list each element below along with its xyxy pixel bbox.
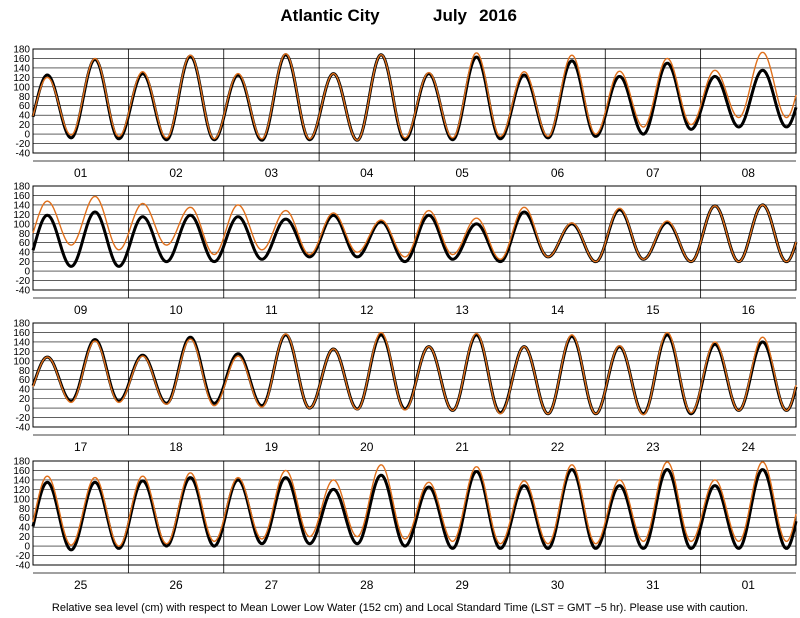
y-tick-label: 120	[13, 485, 30, 496]
y-tick-label: 140	[13, 200, 30, 211]
y-tick-label: -20	[16, 139, 31, 150]
y-tick-label: 160	[13, 191, 30, 202]
y-tick-label: -40	[16, 286, 31, 297]
y-tick-label: -20	[16, 551, 31, 562]
y-tick-label: 60	[19, 101, 31, 112]
day-label: 13	[456, 303, 470, 317]
y-tick-label: 120	[13, 210, 30, 221]
y-tick-label: 180	[13, 457, 30, 468]
day-label: 03	[265, 166, 279, 180]
y-tick-label: 40	[19, 111, 31, 122]
y-tick-label: 0	[24, 404, 30, 415]
day-label: 12	[360, 303, 374, 317]
day-label: 19	[265, 440, 279, 454]
y-tick-label: 0	[24, 267, 30, 278]
y-tick-label: 120	[13, 347, 30, 358]
day-label: 26	[169, 578, 183, 592]
y-tick-label: 60	[19, 375, 31, 386]
day-label: 02	[169, 166, 183, 180]
y-tick-label: 120	[13, 73, 30, 84]
day-label: 14	[551, 303, 565, 317]
y-tick-label: 40	[19, 385, 31, 396]
y-tick-label: 180	[13, 182, 30, 193]
predicted-tide-line	[31, 468, 798, 552]
y-tick-label: 80	[19, 229, 31, 240]
observed-tide-line	[32, 331, 797, 416]
day-label: 01	[74, 166, 88, 180]
day-label: 05	[456, 166, 470, 180]
day-label: 09	[74, 303, 88, 317]
y-tick-label: 80	[19, 92, 31, 103]
panel-frame	[32, 48, 797, 154]
chart-month: July	[433, 6, 468, 25]
y-tick-label: 140	[13, 63, 30, 74]
y-tick-label: 20	[19, 120, 31, 131]
y-tick-label: 100	[13, 494, 30, 505]
y-tick-label: 60	[19, 513, 31, 524]
y-tick-label: -20	[16, 413, 31, 424]
y-tick-label: 40	[19, 523, 31, 534]
day-label: 10	[169, 303, 183, 317]
day-label: 30	[551, 578, 565, 592]
y-tick-label: 160	[13, 466, 30, 477]
y-tick-label: -40	[16, 149, 31, 160]
panel-frame	[32, 460, 797, 566]
predicted-tide-line	[31, 203, 798, 268]
y-tick-label: 160	[13, 328, 30, 339]
y-tick-label: 100	[13, 356, 30, 367]
y-tick-label: 80	[19, 366, 31, 377]
y-tick-label: 140	[13, 475, 30, 486]
y-tick-label: -40	[16, 561, 31, 572]
y-tick-label: 140	[13, 337, 30, 348]
y-tick-label: 100	[13, 219, 30, 230]
y-tick-label: 20	[19, 532, 31, 543]
observed-tide-line	[32, 195, 797, 263]
observed-tide-line	[32, 461, 797, 547]
y-tick-label: 0	[24, 130, 30, 141]
day-label: 24	[742, 440, 756, 454]
day-label: 20	[360, 440, 374, 454]
y-tick-label: 160	[13, 54, 30, 65]
y-tick-label: 60	[19, 238, 31, 249]
y-tick-label: -20	[16, 276, 31, 287]
chart-title: Atlantic City	[280, 6, 380, 25]
day-label: 15	[646, 303, 660, 317]
y-tick-label: 20	[19, 394, 31, 405]
day-label: 27	[265, 578, 279, 592]
day-label: 04	[360, 166, 374, 180]
day-label: 31	[646, 578, 660, 592]
y-tick-label: 40	[19, 248, 31, 259]
day-label: 11	[265, 303, 278, 317]
day-label: 28	[360, 578, 374, 592]
day-label: 21	[456, 440, 470, 454]
day-label: 06	[551, 166, 565, 180]
panel-frame	[32, 185, 797, 291]
day-label: 25	[74, 578, 88, 592]
day-label: 22	[551, 440, 565, 454]
footnote: Relative sea level (cm) with respect to …	[52, 602, 748, 614]
day-label: 07	[646, 166, 660, 180]
y-tick-label: 0	[24, 542, 30, 553]
y-tick-label: 20	[19, 257, 31, 268]
day-label: 29	[456, 578, 470, 592]
day-label: 08	[742, 166, 756, 180]
observed-tide-line	[32, 51, 797, 141]
y-tick-label: 180	[13, 319, 30, 330]
y-tick-label: 100	[13, 82, 30, 93]
panel-frame	[32, 322, 797, 428]
day-label: 23	[646, 440, 660, 454]
y-tick-label: -40	[16, 423, 31, 434]
chart-year: 2016	[479, 6, 517, 25]
day-label: 18	[169, 440, 183, 454]
day-label: 01	[742, 578, 756, 592]
day-label: 16	[742, 303, 756, 317]
y-tick-label: 80	[19, 504, 31, 515]
day-label: 17	[74, 440, 88, 454]
y-tick-label: 180	[13, 45, 30, 56]
